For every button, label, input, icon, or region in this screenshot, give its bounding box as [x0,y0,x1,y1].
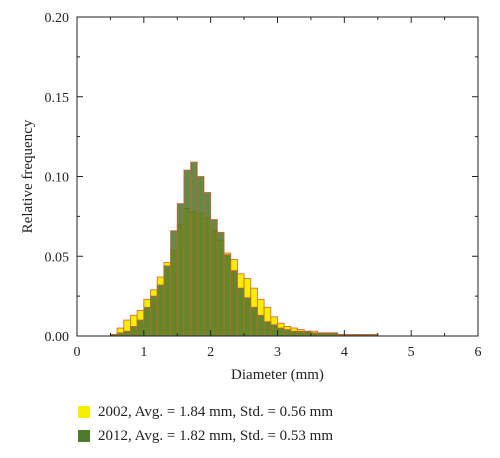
bar [196,176,205,337]
y-tick-label: 0.00 [45,330,70,345]
bar [130,326,138,337]
bar [163,265,171,337]
y-tick-label: 0.15 [45,91,70,106]
bar [270,324,278,337]
legend-label-2012: 2012, Avg. = 1.82 mm, Std. = 0.53 mm [98,428,333,444]
bar [176,203,185,337]
bar [203,192,212,337]
x-tick-label: 2 [207,345,214,360]
legend: 2002, Avg. = 1.84 mm, Std. = 0.56 mm 201… [78,400,333,448]
bar [283,329,292,337]
legend-item-2012: 2012, Avg. = 1.82 mm, Std. = 0.53 mm [78,424,333,448]
ticks-layer: 0 1 2 3 4 5 6 0.00 0.05 0.10 0.15 0.20 [45,11,482,360]
bar [223,254,232,337]
bar [277,327,285,337]
bar [156,284,165,337]
x-tick-label: 5 [408,345,415,360]
bar [257,314,265,337]
bar [210,219,218,337]
bar [123,330,131,337]
legend-swatch-2002 [78,406,90,418]
x-tick-label: 0 [74,345,81,360]
x-axis-title: Diameter (mm) [231,367,324,383]
bar [263,321,272,337]
bar [297,330,305,337]
bar [230,270,238,337]
y-tick-label: 0.20 [45,11,70,26]
bar [250,306,258,337]
bars-layer [110,161,379,337]
legend-label-2002: 2002, Avg. = 1.84 mm, Std. = 0.56 mm [98,404,333,420]
bar [216,231,225,337]
legend-item-2002: 2002, Avg. = 1.84 mm, Std. = 0.56 mm [78,400,333,424]
x-tick-label: 6 [475,345,482,360]
bar [290,330,298,337]
x-tick-label: 3 [274,345,281,360]
series-1-bars [110,161,379,337]
plot-frame [76,16,479,337]
bar [150,295,158,337]
x-tick-label: 1 [140,345,147,360]
bar [236,287,245,337]
y-tick-label: 0.05 [45,250,70,265]
bar [183,169,192,337]
bar [143,306,151,337]
bar [303,330,312,337]
bar [190,161,198,337]
bar [243,297,252,337]
x-tick-label: 4 [341,345,348,360]
bar [170,230,178,337]
bar [136,319,145,337]
y-tick-label: 0.10 [45,171,70,186]
y-axis-title: Relative frequency [20,119,36,233]
legend-swatch-2012 [78,430,90,442]
